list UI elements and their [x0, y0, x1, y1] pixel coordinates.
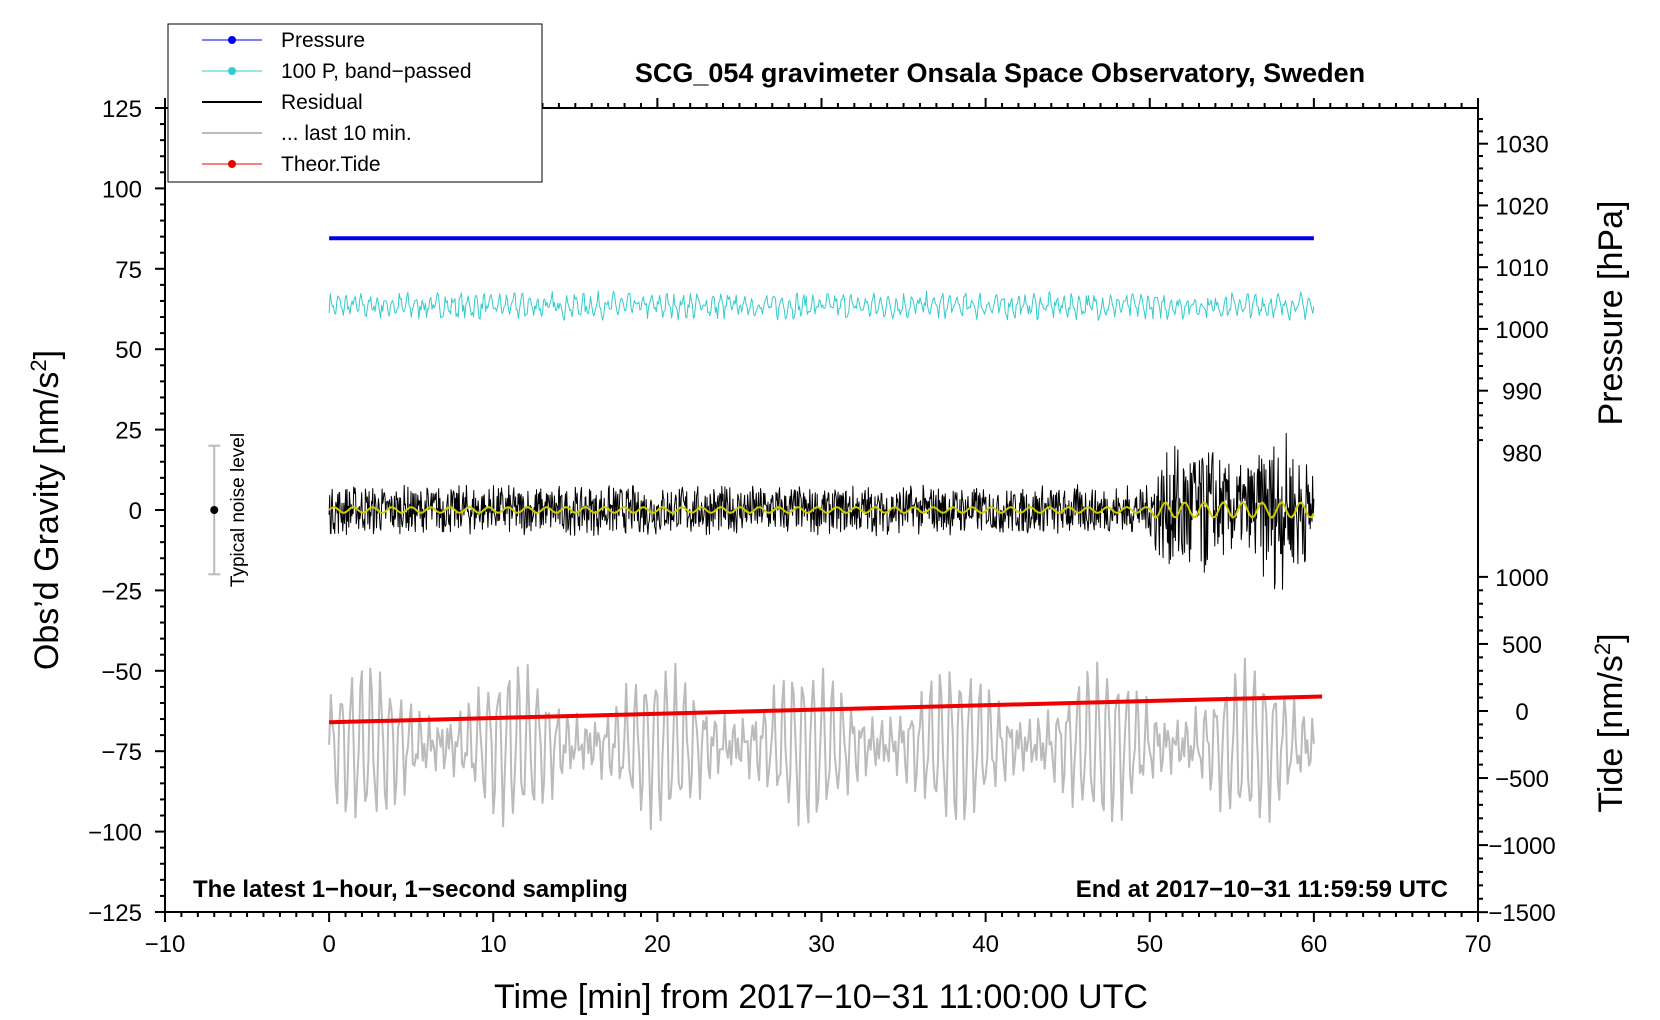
legend: Pressure 100 P, band−passed Residual ... la…: [167, 23, 543, 183]
y-tick-label: 125: [102, 96, 142, 123]
pressure-tick-label: 1000: [1495, 317, 1548, 344]
x-tick-label: 60: [1301, 931, 1328, 958]
pressure-tick-label: 1030: [1495, 132, 1548, 159]
pressure-tick-label: 980: [1502, 440, 1542, 467]
pressure-tick-label: 990: [1502, 379, 1542, 406]
y-tick-label: 50: [115, 337, 142, 364]
y-axis-tide: 1000 500 0 −500 −1000 −1500: [1478, 565, 1556, 927]
x-tick-label: 50: [1136, 931, 1163, 958]
series-residual: [328, 432, 1315, 590]
y-tick-label: 75: [115, 257, 142, 284]
y-tick-label: 0: [129, 498, 142, 525]
noise-bar-dot: [210, 506, 219, 514]
x-tick-label: 70: [1465, 931, 1492, 958]
tide-tick-label: 0: [1515, 699, 1528, 726]
series-layer: [328, 236, 1323, 831]
legend-marker: [228, 67, 236, 75]
legend-marker: [228, 36, 236, 44]
y-tick-label: 25: [115, 418, 142, 445]
legend-label: Residual: [281, 91, 363, 114]
legend-label: Pressure: [281, 29, 365, 52]
series-residual-smoothed: [328, 501, 1315, 519]
series-last-10-min: [328, 657, 1315, 831]
y-axis-left-label: Obs’d Gravity [nm/s2]: [26, 350, 66, 670]
chart-title: SCG_054 gravimeter Onsala Space Observat…: [635, 58, 1365, 88]
pressure-tick-label: 1020: [1495, 193, 1548, 220]
note-left: The latest 1−hour, 1−second sampling: [193, 876, 628, 903]
legend-label: Theor.Tide: [281, 153, 381, 176]
tide-tick-label: −1500: [1488, 900, 1555, 927]
tide-tick-label: −1000: [1488, 833, 1555, 860]
legend-label: 100 P, band−passed: [281, 60, 472, 83]
x-tick-label: 30: [808, 931, 835, 958]
x-tick-label: 40: [972, 931, 999, 958]
y-tick-label: −100: [88, 820, 142, 847]
note-right: End at 2017−10−31 11:59:59 UTC: [1076, 876, 1448, 903]
x-tick-label: 10: [480, 931, 507, 958]
tide-tick-label: −500: [1495, 766, 1549, 793]
series-theor-tide: [329, 694, 1323, 725]
legend-label: ... last 10 min.: [281, 122, 412, 145]
y-tick-label: −50: [101, 659, 142, 686]
pressure-tick-label: 1010: [1495, 255, 1548, 282]
y-tick-label: −125: [88, 900, 142, 927]
x-tick-label: 0: [322, 931, 335, 958]
y-axis-pressure: 1030 1020 1010 1000 990 980: [1478, 117, 1549, 467]
x-axis-label: Time [min] from 2017−10−31 11:00:00 UTC: [494, 978, 1148, 1016]
noise-level-bar: Typical noise level: [208, 433, 249, 587]
x-tick-label: 20: [644, 931, 671, 958]
y-tick-label: −25: [101, 578, 142, 605]
noise-bar-label: Typical noise level: [228, 433, 249, 587]
y-axis-pressure-label: Pressure [hPa]: [1592, 201, 1630, 426]
y-tick-label: 100: [102, 176, 142, 203]
legend-marker: [228, 160, 236, 168]
series-band-passed: [328, 290, 1315, 321]
y-axis-left: 125 100 75 50 25 0 −25 −50 −75 −100 −125: [88, 96, 165, 927]
y-axis-tide-label: Tide [nm/s2]: [1590, 633, 1630, 812]
y-tick-label: −75: [101, 739, 142, 766]
x-tick-label: −10: [145, 931, 186, 958]
tide-tick-label: 500: [1502, 632, 1542, 659]
tide-tick-label: 1000: [1495, 565, 1548, 592]
